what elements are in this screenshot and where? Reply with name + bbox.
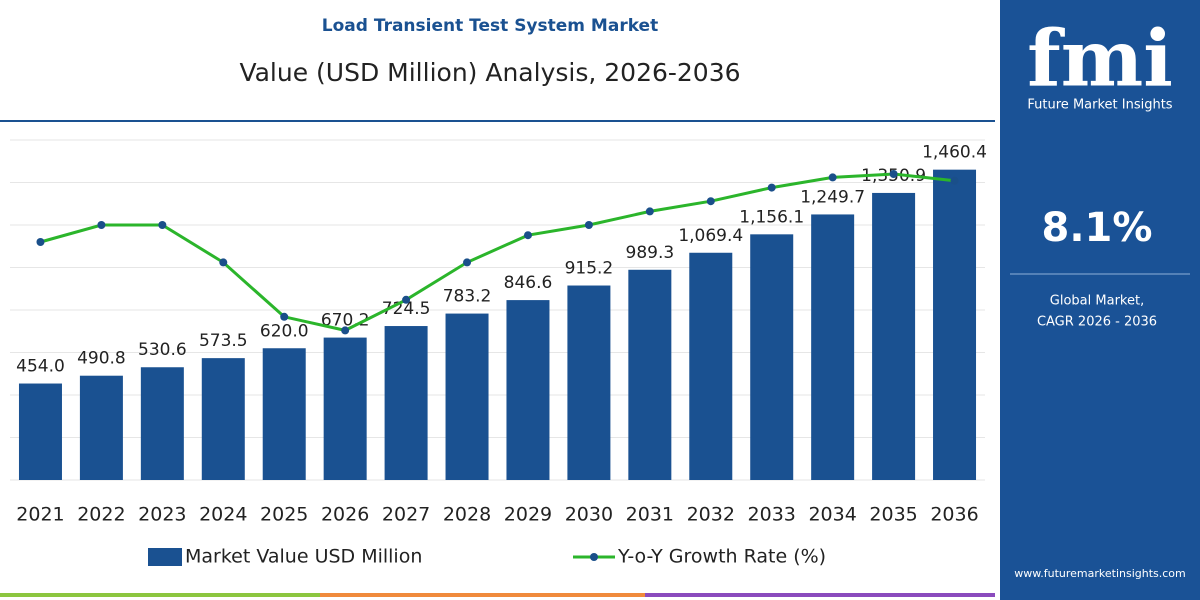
x-tick-label: 2025 [260,504,308,526]
x-tick-label: 2021 [16,504,64,526]
value-label: 454.0 [16,357,65,377]
x-tick-label: 2026 [321,504,369,526]
bar [506,300,550,480]
brand: Future Market Insights [1027,98,1172,113]
value-label: 1,460.4 [922,143,987,163]
line-marker [584,221,593,229]
legend-swatch [148,548,182,566]
value-label: 783.2 [443,287,492,307]
value-label: 1,156.1 [739,207,804,227]
chart-subtitle: Value (USD Million) Analysis, 2026-2036 [239,58,740,87]
url: www.futuremarketinsights.com [1014,567,1186,580]
bar [811,214,855,480]
bar [79,375,123,480]
x-tick-label: 2036 [930,504,978,526]
line-marker [645,207,654,216]
x-tick-label: 2024 [199,504,247,526]
bar [689,252,733,480]
x-tick-label: 2032 [687,504,735,526]
bar [933,169,977,481]
line-marker [402,295,411,304]
value-label: 620.0 [260,321,309,341]
bar [567,285,611,480]
value-label: 915.2 [565,259,614,279]
value-label: 1,249.7 [800,187,865,207]
bar [750,234,794,480]
x-tick-label: 2031 [626,504,674,526]
bar [323,337,367,480]
x-tick-label: 2035 [869,504,917,526]
x-tick-label: 2027 [382,504,430,526]
line-marker [97,221,106,229]
line-marker [523,231,532,240]
x-tick-label: 2028 [443,504,491,526]
value-label: 490.8 [77,349,126,369]
value-label: 724.5 [382,299,431,319]
value-label: 1,069.4 [678,226,743,246]
bar [201,358,245,480]
legend-label: Y-o-Y Growth Rate (%) [617,546,826,568]
x-tick-label: 2023 [138,504,186,526]
x-tick-label: 2034 [808,504,856,526]
x-tick-label: 2030 [565,504,613,526]
value-label: 530.6 [138,340,187,360]
bar [262,348,306,480]
logo: fmi [1027,14,1173,105]
bar [872,192,916,480]
line-marker [280,312,289,321]
bar [140,367,184,480]
growth-line [40,172,955,332]
line-marker [36,238,45,246]
x-tick-label: 2029 [504,504,552,526]
cagr-caption: CAGR 2026 - 2036 [1037,315,1157,330]
x-tick-label: 2033 [748,504,796,526]
value-label: 846.6 [504,273,553,293]
bar [628,269,672,480]
line-marker [341,326,350,335]
sidebar [1000,0,1200,600]
line-marker [950,176,959,185]
value-label: 573.5 [199,331,248,351]
legend-label: Market Value USD Million [185,546,422,568]
line-marker [158,221,167,229]
legend-marker [590,553,598,561]
line-marker [219,258,228,267]
line-marker [767,183,776,192]
bar [18,383,62,480]
value-label: 989.3 [626,243,675,263]
chart-title: Load Transient Test System Market [322,16,658,36]
x-tick-label: 2022 [77,504,125,526]
cagr-value: 8.1% [1042,205,1153,251]
bar [445,313,489,480]
cagr-caption: Global Market, [1050,294,1144,309]
bar [384,326,428,480]
line-marker [828,173,837,182]
line-marker [706,197,715,206]
line-marker [463,258,472,267]
line-marker [889,170,898,178]
